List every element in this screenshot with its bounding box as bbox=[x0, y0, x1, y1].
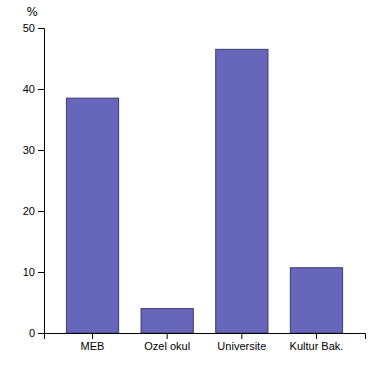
y-tick-mark bbox=[38, 272, 44, 273]
y-axis-line bbox=[38, 29, 45, 334]
bars bbox=[66, 49, 342, 333]
x-tick-label: Ozel okul bbox=[144, 340, 190, 352]
x-axis-line bbox=[45, 334, 366, 340]
y-tick-label: 50 bbox=[23, 22, 35, 34]
x-tick-label: Universite bbox=[217, 340, 266, 352]
chart: MEB Ozel okul Universite Kultur Bak. 0 10 20 30… bbox=[0, 0, 381, 373]
x-tick: Kultur Bak. bbox=[290, 333, 344, 352]
y-tick-mark bbox=[38, 28, 44, 29]
x-tick: Ozel okul bbox=[144, 333, 190, 352]
x-tick-mark bbox=[92, 333, 93, 339]
bar bbox=[216, 49, 268, 333]
bar bbox=[290, 268, 342, 333]
x-tick-label: Kultur Bak. bbox=[290, 340, 344, 352]
x-tick: Universite bbox=[217, 333, 266, 352]
bar bbox=[66, 98, 118, 333]
y-tick-mark bbox=[38, 150, 44, 151]
y-tick: 40 bbox=[23, 83, 44, 95]
x-tick-label: MEB bbox=[81, 340, 105, 352]
y-tick-mark bbox=[38, 89, 44, 90]
y-tick: 20 bbox=[23, 205, 44, 217]
bar bbox=[141, 309, 193, 333]
y-tick-label: 10 bbox=[23, 266, 35, 278]
y-tick: 0 bbox=[29, 327, 44, 339]
plot: MEB Ozel okul Universite Kultur Bak. 0 10 20 30… bbox=[23, 5, 366, 352]
x-tick-mark bbox=[316, 333, 317, 339]
y-tick-mark bbox=[38, 211, 44, 212]
y-tick-label: 20 bbox=[23, 205, 35, 217]
y-axis: 0 10 20 30 40 50 bbox=[23, 22, 45, 339]
x-tick-mark bbox=[167, 333, 168, 339]
y-tick-label: 0 bbox=[29, 327, 35, 339]
y-axis-label: % bbox=[27, 5, 38, 19]
y-tick: 30 bbox=[23, 144, 44, 156]
x-tick-mark bbox=[241, 333, 242, 339]
y-tick: 50 bbox=[23, 22, 44, 34]
x-axis: MEB Ozel okul Universite Kultur Bak. bbox=[45, 333, 366, 352]
y-tick-mark bbox=[38, 333, 44, 334]
x-tick: MEB bbox=[81, 333, 105, 352]
y-tick: 10 bbox=[23, 266, 44, 278]
y-tick-label: 40 bbox=[23, 83, 35, 95]
y-tick-label: 30 bbox=[23, 144, 35, 156]
